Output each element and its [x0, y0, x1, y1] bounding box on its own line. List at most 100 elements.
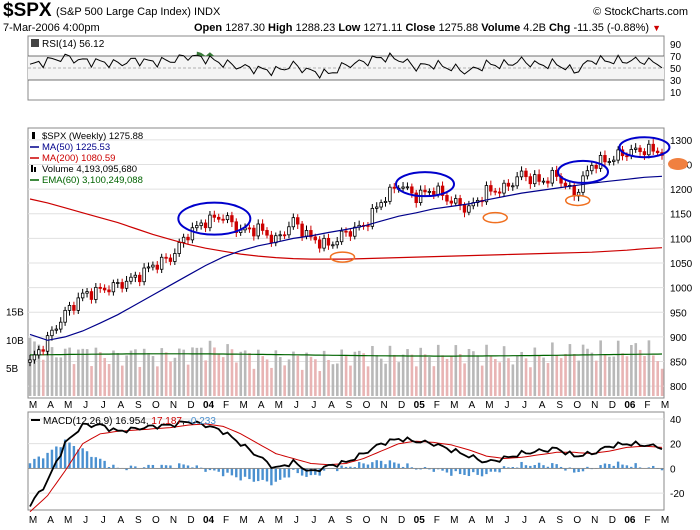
- volume-bar: [397, 362, 401, 396]
- x-axis-label: O: [152, 400, 160, 411]
- candle-body: [142, 267, 146, 283]
- macd-histogram-bar: [77, 449, 80, 469]
- volume-bar: [379, 358, 383, 396]
- price-legend-item: MA(50) 1225.53: [42, 142, 110, 153]
- candle-body: [287, 226, 291, 236]
- volume-bar: [138, 366, 142, 396]
- x-axis-label: J: [311, 400, 316, 411]
- macd-histogram-bar: [217, 468, 220, 472]
- volume-bar: [199, 347, 203, 396]
- x-axis-label: M: [64, 515, 72, 526]
- macd-histogram-bar: [577, 468, 580, 473]
- macd-histogram-bar: [458, 468, 462, 475]
- candle-body: [339, 230, 344, 243]
- macd-histogram-bar: [296, 468, 299, 474]
- candle-body: [94, 286, 98, 300]
- brand-credit[interactable]: © StockCharts.com: [593, 6, 688, 18]
- volume-bar: [581, 344, 585, 396]
- macd-tick-label: 0: [670, 464, 676, 475]
- candle-body: [173, 253, 177, 262]
- x-axis-label: N: [380, 400, 387, 411]
- volume-bar: [586, 348, 589, 396]
- volume-bar: [450, 356, 453, 396]
- candle-body: [638, 147, 642, 153]
- volume-bar: [314, 359, 317, 396]
- macd-histogram-bar: [261, 468, 264, 480]
- x-axis-label: S: [556, 515, 563, 526]
- top-ellipse: [177, 201, 252, 236]
- price-tick-label: 1300: [670, 136, 693, 147]
- macd-histogram-bar: [230, 468, 234, 476]
- macd-tick-label: 20: [670, 440, 682, 451]
- volume-bar: [603, 354, 607, 396]
- candle-body: [449, 200, 454, 204]
- candle-body: [300, 223, 304, 237]
- volume-bar: [283, 365, 286, 396]
- macd-histogram-bar: [50, 449, 54, 469]
- volume-bar: [85, 349, 89, 396]
- macd-histogram-bar: [441, 468, 444, 471]
- macd-histogram-bar: [555, 464, 558, 469]
- candle-body: [647, 143, 651, 156]
- x-axis-label: A: [539, 400, 546, 411]
- macd-histogram-bar: [397, 463, 400, 469]
- macd-histogram-bar: [169, 465, 172, 469]
- candle-body: [155, 264, 159, 270]
- quote-datetime: 7-Mar-2006 4:00pm: [3, 22, 100, 34]
- macd-histogram-bar: [178, 463, 181, 469]
- current-price-marker: [668, 158, 688, 170]
- volume-bar: [573, 354, 576, 396]
- candle-body: [50, 329, 54, 337]
- candle-body: [440, 185, 445, 196]
- x-axis-label: A: [328, 400, 335, 411]
- volume-bar: [349, 365, 352, 396]
- macd-histogram-bar: [309, 468, 313, 476]
- x-axis-label: N: [170, 515, 177, 526]
- macd-line: [29, 420, 663, 507]
- x-axis-label: S: [135, 515, 142, 526]
- macd-histogram-bar: [542, 465, 545, 469]
- macd-histogram-bar: [432, 468, 435, 472]
- candle-body: [85, 291, 89, 294]
- volume-bar: [107, 364, 111, 396]
- bottom-ellipse: [482, 211, 508, 224]
- volume-bar: [520, 351, 523, 396]
- volume-bar: [393, 354, 396, 396]
- macd-histogram-bar: [533, 465, 536, 469]
- candle-body: [572, 184, 576, 197]
- macd-histogram-bar: [428, 468, 431, 470]
- candle-body: [146, 266, 151, 269]
- volume-bar: [160, 348, 164, 396]
- macd-histogram-bar: [625, 465, 629, 469]
- macd-histogram-bar: [243, 468, 247, 477]
- ma200-line: [29, 198, 663, 260]
- volume-bar: [643, 356, 646, 396]
- candle-body: [225, 215, 230, 221]
- macd-histogram-bar: [498, 468, 501, 473]
- volume-bar: [213, 347, 216, 396]
- candle-body: [159, 256, 164, 270]
- candle-body: [28, 359, 32, 363]
- x-axis-label: M: [661, 400, 669, 411]
- volume-bar: [63, 348, 67, 396]
- x-axis-label: 06: [624, 515, 636, 526]
- volume-bar: [559, 358, 563, 396]
- x-axis-label: M: [485, 400, 493, 411]
- volume-bar: [191, 347, 194, 396]
- volume-bar: [652, 355, 655, 396]
- volume-bar: [458, 354, 462, 396]
- candle-body: [260, 223, 265, 231]
- macd-histogram-bar: [568, 467, 572, 469]
- candle-body: [151, 264, 155, 268]
- volume-bar: [261, 356, 265, 396]
- macd-histogram-bar: [454, 468, 457, 472]
- macd-histogram-bar: [300, 468, 304, 476]
- macd-histogram-bar: [371, 462, 374, 469]
- candle-body: [111, 282, 116, 293]
- volume-bar: [441, 355, 444, 396]
- macd-histogram-bar: [182, 464, 185, 469]
- volume-bar: [362, 353, 365, 396]
- candle-body: [37, 349, 41, 356]
- volume-bar: [239, 351, 243, 396]
- candle-body: [405, 186, 410, 189]
